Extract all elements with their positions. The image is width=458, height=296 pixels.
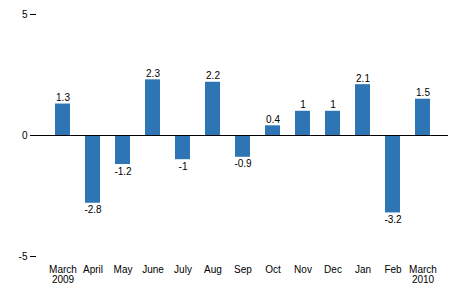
svg-text:Jan: Jan (355, 264, 371, 275)
svg-text:Oct: Oct (265, 264, 281, 275)
svg-text:-1.2: -1.2 (114, 166, 132, 177)
svg-text:-3.2: -3.2 (384, 214, 402, 225)
svg-text:Dec: Dec (324, 264, 342, 275)
svg-text:Sep: Sep (234, 264, 252, 275)
svg-text:Aug: Aug (204, 264, 222, 275)
svg-text:1.5: 1.5 (416, 87, 430, 98)
svg-text:2.3: 2.3 (146, 68, 160, 79)
svg-text:1: 1 (330, 99, 336, 110)
svg-text:March2010: March2010 (409, 264, 437, 285)
svg-text:1: 1 (300, 99, 306, 110)
svg-text:-0.9: -0.9 (234, 158, 252, 169)
svg-text:Feb: Feb (384, 264, 402, 275)
svg-text:-2.8: -2.8 (84, 204, 102, 215)
svg-text:5: 5 (22, 9, 28, 20)
svg-text:0: 0 (22, 130, 28, 141)
svg-text:2.2: 2.2 (206, 70, 220, 81)
svg-text:Nov: Nov (294, 264, 312, 275)
svg-text:May: May (114, 264, 133, 275)
svg-text:June: June (142, 264, 164, 275)
svg-text:March2009: March2009 (49, 264, 77, 285)
svg-text:-1: -1 (179, 161, 188, 172)
svg-text:-5: -5 (19, 251, 28, 262)
svg-text:1.3: 1.3 (56, 92, 70, 103)
svg-text:2.1: 2.1 (356, 73, 370, 84)
svg-text:0.4: 0.4 (266, 114, 280, 125)
svg-text:July: July (174, 264, 192, 275)
svg-text:April: April (83, 264, 103, 275)
